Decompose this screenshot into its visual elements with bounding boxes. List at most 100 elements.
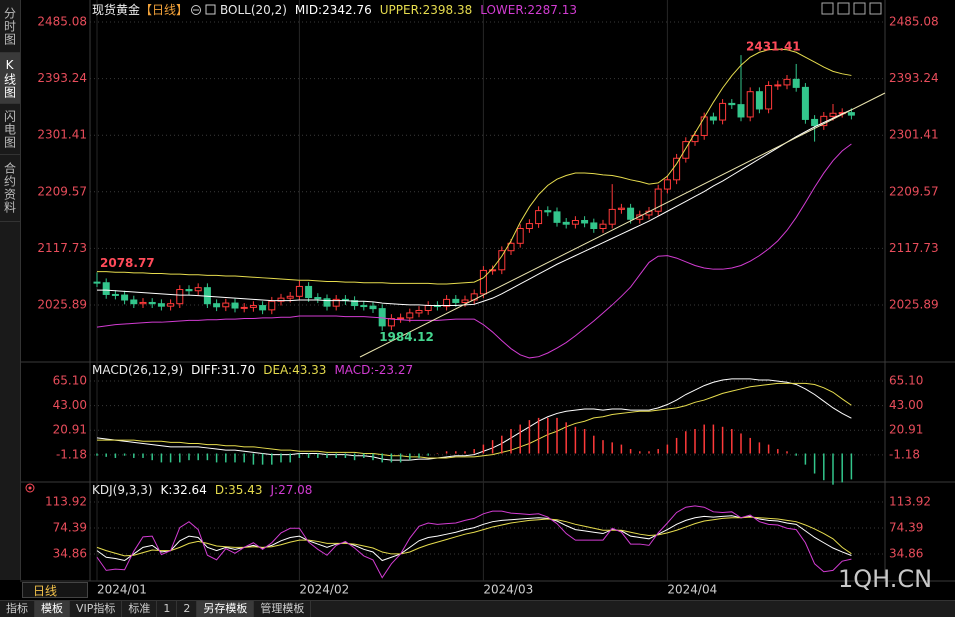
price-annotation: 2431.41 [746,40,801,54]
candle-body [571,219,579,225]
y-tick-label: -1.18 [56,447,87,461]
tool-icon[interactable] [821,2,834,15]
macd-bar [133,453,135,458]
candle-body [461,299,469,303]
bottom-tab[interactable]: 模板 [35,601,70,617]
candle-body [719,102,727,121]
macd-bar [556,417,558,454]
candle-body [507,242,515,252]
macd-bar [749,437,751,454]
macd-bar [234,453,236,463]
macd-bar [271,453,273,465]
macd-bar [675,437,678,454]
indicator-line [96,515,852,562]
tool-icon[interactable] [853,2,866,15]
candle-body [286,295,294,299]
chart-title: 现货黄金【日线】 [92,2,188,17]
candle-body [811,118,819,127]
header-text: BOLL(20,2) [220,3,287,17]
y-tick-label: 20.91 [53,423,87,437]
macd-bar [795,453,797,456]
macd-bar [639,451,641,454]
tool-icon[interactable] [837,2,850,15]
macd-bar [390,453,393,463]
y-tick-label: 2209.57 [37,184,87,198]
macd-bar [767,444,770,454]
y-tick-label: 113.92 [45,494,87,508]
candle-body [111,293,119,296]
candle-body [443,298,451,307]
y-tick-label: 2485.08 [37,14,87,28]
sidebar-tab[interactable]: 分时图 [0,0,20,53]
candle-body [277,297,285,302]
sidebar-tab[interactable]: 闪电图 [0,104,20,155]
bottom-tab[interactable]: VIP指标 [70,601,123,617]
bottom-tab[interactable]: 另存模板 [197,601,255,617]
macd-bar [427,453,429,456]
header-text: 27.08 [278,483,312,497]
candle-body [479,269,487,295]
header-text: DIFF: [191,363,221,377]
indicator-line [97,109,852,307]
x-tick-label: 2024/03 [483,583,533,597]
candle-body [369,305,377,310]
sidebar-tab[interactable]: 合约资料 [0,155,20,222]
macd-bar [363,453,365,458]
macd-bar [501,435,503,454]
macd-bar [206,453,209,461]
macd-bar [694,429,696,454]
header-text: MACD: [334,363,374,377]
x-tick-label: 2024/04 [667,583,717,597]
candle-body [157,303,165,307]
header-text: J: [269,483,278,497]
macd-bar [666,444,669,454]
macd-bar [418,453,420,458]
bottom-tab[interactable]: 指标 [0,601,35,617]
price-annotation: 2078.77 [100,256,155,270]
macd-bar [372,453,374,461]
candle-body [673,157,681,181]
macd-bar [445,451,448,454]
candle-body [654,188,662,212]
candle-body [617,207,625,210]
y-tick-label: 43.00 [53,398,87,412]
trend-line[interactable] [359,92,886,358]
macd-bar [436,453,439,455]
indicator-icon[interactable] [205,4,216,15]
add-icon[interactable] [25,483,35,493]
collapse-icon[interactable] [191,5,201,15]
tool-icon[interactable] [869,2,882,15]
candle-body [737,104,745,118]
macd-bar [105,453,107,457]
candle-body [139,301,147,305]
candle-body [148,301,156,305]
candle-body [535,210,543,225]
macd-bar [252,453,255,465]
period-selector[interactable]: 日线 [22,582,88,598]
header-text: UPPER: [380,3,423,17]
macd-bar [225,453,227,463]
macd-bar [823,453,825,481]
candle-body [709,116,717,121]
header-text: LOWER: [480,3,527,17]
y-tick-label: 2393.24 [37,71,87,85]
macd-bar [547,417,549,454]
bottom-tab[interactable]: 2 [177,601,198,617]
candle-body [525,223,533,230]
macd-bar [648,451,650,454]
bottom-tab[interactable]: 管理模板 [254,601,312,617]
bottom-tab[interactable]: 1 [157,601,178,617]
sidebar-tab[interactable]: K线图 [0,53,20,104]
y-tick-label: 113.92 [889,494,931,508]
indicator-line [96,505,852,579]
candle-body [636,214,644,220]
frame [20,0,955,582]
candle-body [406,312,414,319]
bottom-tab[interactable]: 标准 [122,601,158,617]
candle-body [93,281,101,284]
macd-bar [197,453,199,461]
candle-body [489,269,497,272]
macd-bar [565,422,567,454]
